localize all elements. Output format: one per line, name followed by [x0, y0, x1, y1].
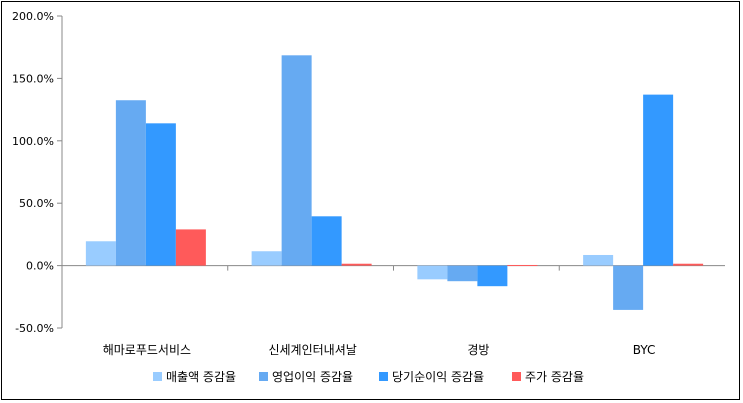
bar [311, 216, 342, 266]
bar [251, 251, 282, 266]
category-label: 해마로푸드서비스 [103, 343, 191, 357]
legend-label: 영업이익 증감율 [272, 370, 353, 384]
bar [417, 265, 448, 280]
bar [583, 254, 614, 266]
legend-label: 주가 증감율 [525, 370, 584, 384]
bar [85, 241, 116, 266]
y-tick-label: -50.0% [15, 322, 54, 335]
y-tick-label: 0.0% [26, 260, 54, 273]
bar [145, 123, 176, 266]
legend-item: 당기순이익 증감율 [379, 370, 484, 384]
legend-swatch [379, 372, 388, 381]
category-label: 신세계인터내셔날 [268, 343, 356, 357]
bar [281, 55, 312, 266]
legend-swatch [512, 372, 521, 381]
legend-label: 매출액 증감율 [166, 370, 236, 384]
y-tick-labels: 200.0% 150.0% 100.0% 50.0% 0.0% -50.0% [12, 10, 54, 335]
bar [115, 100, 146, 266]
bar [643, 94, 674, 266]
legend-swatch [259, 372, 268, 381]
y-tick-label: 150.0% [12, 72, 54, 85]
bar [477, 265, 508, 287]
bar [507, 264, 538, 266]
bar [341, 263, 372, 266]
y-tick-label: 100.0% [12, 135, 54, 148]
legend-item: 주가 증감율 [512, 370, 584, 384]
bar [613, 265, 644, 310]
legend: 매출액 증감율 영업이익 증감율 당기순이익 증감율 주가 증감율 [153, 370, 584, 384]
category-labels: 해마로푸드서비스 신세계인터내셔날 경방 BYC [103, 343, 656, 357]
legend-label: 당기순이익 증감율 [392, 370, 484, 384]
y-tick-label: 200.0% [12, 10, 54, 23]
legend-item: 영업이익 증감율 [259, 370, 353, 384]
legend-swatch [153, 372, 162, 381]
category-label: 경방 [467, 343, 489, 357]
bar-group [85, 55, 704, 310]
bar [673, 263, 704, 266]
bar [175, 229, 206, 266]
y-tick-label: 50.0% [19, 197, 54, 210]
category-label: BYC [633, 343, 656, 357]
bar [447, 265, 478, 282]
legend-item: 매출액 증감율 [153, 370, 236, 384]
